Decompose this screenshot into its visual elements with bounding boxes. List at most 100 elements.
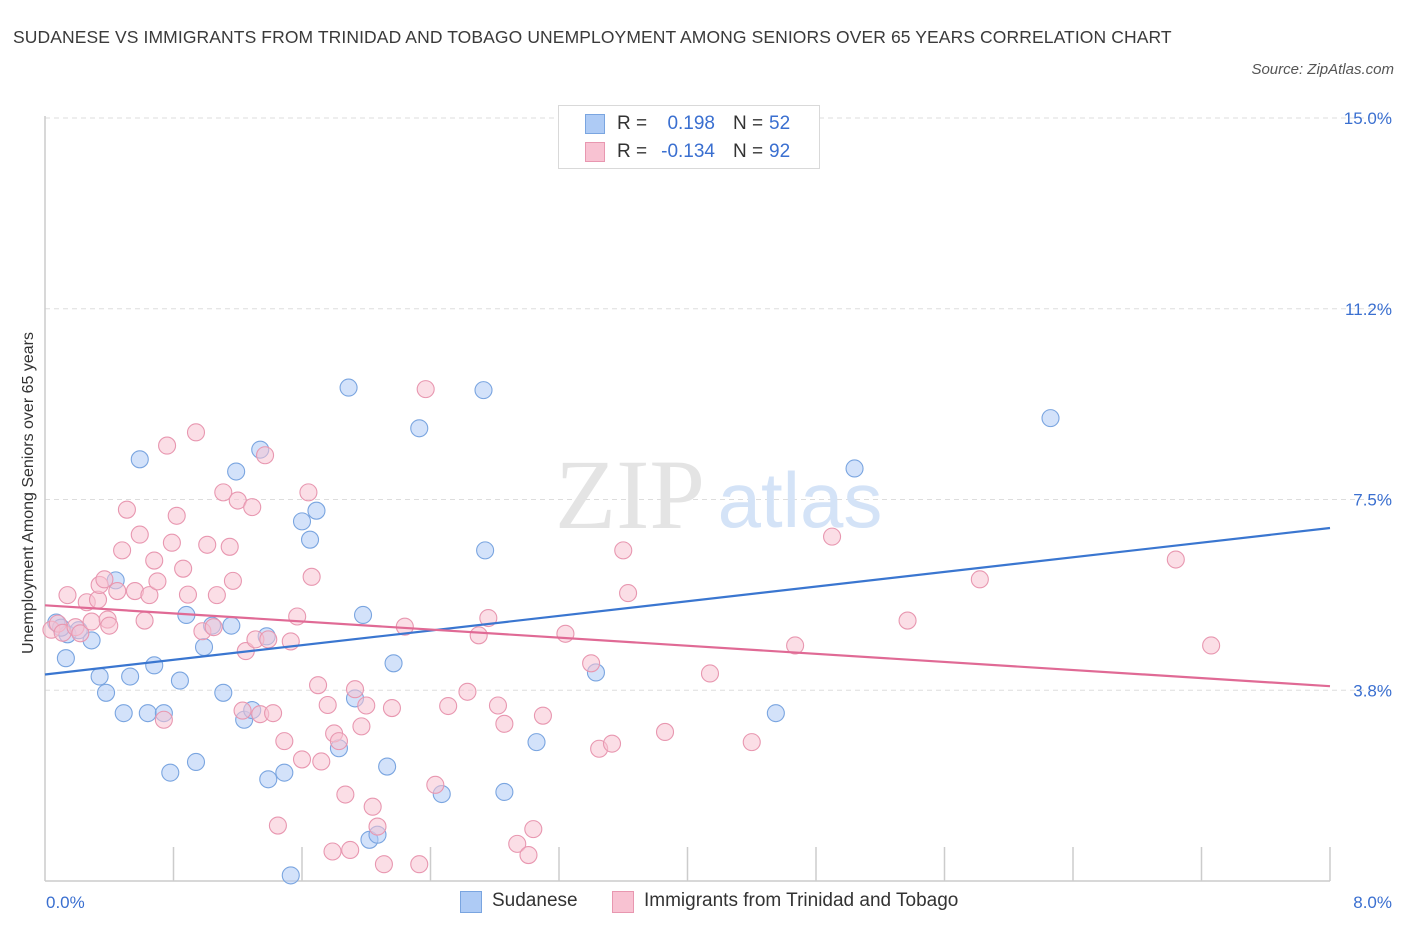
data-point	[256, 446, 275, 465]
data-point	[556, 624, 575, 643]
data-point	[1041, 409, 1060, 428]
data-point	[700, 664, 720, 683]
data-point	[766, 704, 785, 723]
data-point	[204, 618, 223, 637]
data-point	[167, 506, 186, 525]
data-point	[368, 817, 387, 836]
trend-lines	[44, 526, 1331, 688]
data-point	[292, 750, 312, 769]
data-point	[275, 732, 294, 751]
series-points	[42, 378, 1221, 885]
data-point	[970, 570, 989, 589]
data-point	[508, 834, 527, 853]
data-point	[275, 763, 294, 782]
stats-row-trinidad: R = -0.134 N = 92	[559, 138, 819, 166]
data-point	[495, 782, 514, 802]
data-point	[138, 704, 157, 723]
stats-box: R = 0.198 N = 52 R = -0.134 N = 92	[558, 105, 820, 169]
data-point	[1202, 636, 1221, 655]
data-point	[96, 683, 116, 702]
data-point	[382, 699, 402, 718]
data-point	[227, 462, 246, 481]
data-point	[469, 626, 488, 645]
data-point	[71, 624, 90, 643]
data-point	[353, 605, 373, 625]
data-point	[619, 584, 638, 603]
data-point	[220, 537, 239, 556]
y-tick-label: 11.2%	[1345, 300, 1392, 319]
data-point	[292, 512, 312, 531]
data-point	[439, 696, 458, 716]
data-point	[108, 582, 127, 601]
data-point	[845, 459, 864, 478]
data-point	[113, 541, 132, 560]
data-point	[309, 676, 328, 695]
data-point	[426, 775, 445, 794]
legend-label-trinidad: Immigrants from Trinidad and Tobago	[644, 890, 959, 911]
data-point	[339, 378, 358, 397]
trend-line-trinidad	[44, 604, 1331, 688]
data-point	[214, 483, 233, 502]
data-point	[223, 571, 242, 590]
stats-row-sudanese: R = 0.198 N = 52	[559, 110, 819, 138]
x-tick-label: 0.0%	[46, 893, 85, 912]
tick-labels: 3.8% 7.5% 11.2% 15.0% 0.0% 8.0%	[46, 109, 1392, 912]
y-tick-label: 3.8%	[1353, 681, 1392, 700]
data-point	[178, 585, 198, 604]
data-point	[100, 616, 119, 635]
data-point	[145, 656, 164, 675]
data-point	[158, 436, 177, 455]
data-point	[614, 541, 633, 560]
r-value: 0.198	[667, 113, 715, 134]
data-point	[479, 608, 498, 628]
data-point	[336, 785, 355, 804]
data-point	[378, 757, 397, 776]
axes	[44, 116, 1331, 882]
x-tick-label: 8.0%	[1353, 893, 1392, 912]
data-point	[222, 616, 241, 635]
data-point	[352, 717, 371, 736]
data-point	[58, 586, 77, 605]
data-point	[329, 732, 348, 751]
data-point	[410, 855, 429, 874]
chart-title: SUDANESE VS IMMIGRANTS FROM TRINIDAD AND…	[13, 27, 1172, 47]
data-point	[898, 611, 917, 630]
data-point	[488, 696, 508, 715]
data-point	[1166, 550, 1185, 569]
grid-lines	[45, 117, 1392, 691]
data-point	[259, 630, 278, 649]
data-point	[82, 612, 101, 631]
data-point	[602, 734, 622, 753]
r-value: -0.134	[661, 141, 715, 162]
data-point	[174, 559, 193, 578]
data-point	[154, 710, 173, 729]
data-point	[345, 680, 365, 699]
data-point	[527, 733, 546, 752]
data-point	[416, 380, 435, 399]
data-point	[214, 683, 233, 702]
data-point	[582, 654, 601, 673]
data-point	[281, 866, 300, 885]
y-tick-label: 7.5%	[1353, 491, 1392, 510]
r-label: R =	[617, 113, 648, 134]
data-point	[341, 840, 360, 860]
legend-swatch-sudanese	[460, 891, 482, 913]
n-value: 92	[769, 141, 791, 162]
data-point	[495, 714, 514, 733]
data-point	[186, 752, 206, 772]
data-point	[207, 586, 226, 605]
data-point	[148, 572, 167, 591]
data-point	[233, 701, 252, 720]
data-point	[194, 637, 214, 657]
data-point	[655, 722, 675, 742]
data-point	[323, 842, 342, 861]
data-point	[300, 530, 320, 549]
data-point	[299, 483, 318, 502]
r-label: R =	[617, 141, 648, 162]
data-point	[264, 704, 283, 723]
data-point	[145, 551, 164, 570]
data-point	[519, 846, 538, 865]
data-point	[135, 611, 154, 630]
data-point	[259, 770, 278, 789]
